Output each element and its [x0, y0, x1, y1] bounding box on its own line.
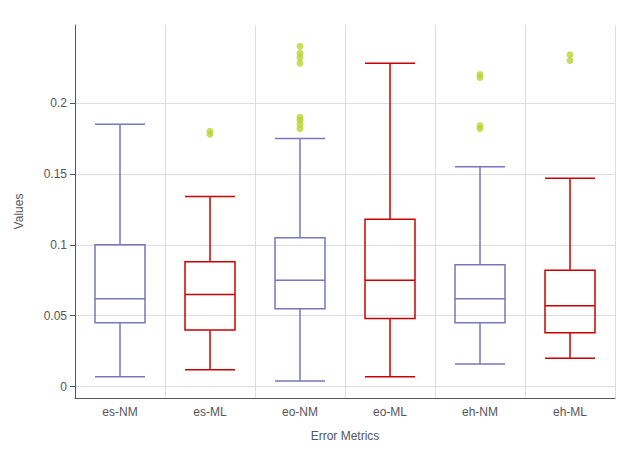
svg-text:0.1: 0.1 — [50, 238, 67, 252]
svg-text:0.15: 0.15 — [44, 167, 68, 181]
svg-text:0: 0 — [60, 380, 67, 394]
svg-text:es-NM: es-NM — [102, 405, 137, 419]
svg-text:eo-ML: eo-ML — [373, 405, 407, 419]
svg-text:es-ML: es-ML — [193, 405, 227, 419]
svg-text:Error Metrics: Error Metrics — [311, 429, 380, 443]
svg-text:0.05: 0.05 — [44, 309, 68, 323]
svg-text:eh-ML: eh-ML — [553, 405, 587, 419]
svg-text:0.2: 0.2 — [50, 96, 67, 110]
svg-text:Values: Values — [12, 194, 26, 230]
svg-text:eo-NM: eo-NM — [282, 405, 318, 419]
svg-text:eh-NM: eh-NM — [462, 405, 498, 419]
